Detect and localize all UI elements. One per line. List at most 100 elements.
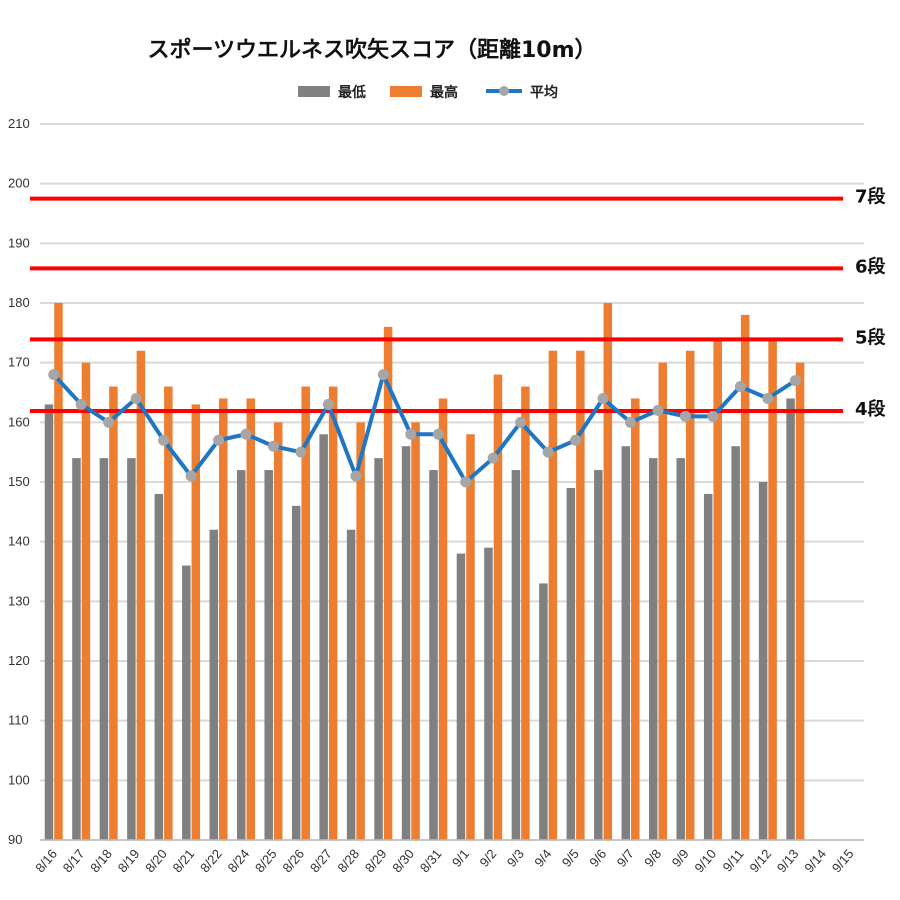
- x-tick-label: 9/8: [641, 846, 664, 869]
- rank-label: 7段: [855, 186, 887, 208]
- x-tick-label: 8/22: [197, 846, 225, 875]
- bar-min: [539, 583, 548, 840]
- bar-min: [99, 458, 109, 840]
- bar-min: [44, 404, 54, 840]
- bar-min: [264, 470, 273, 840]
- average-marker: [75, 398, 87, 410]
- bar-max: [795, 362, 805, 840]
- bar-min: [319, 434, 328, 840]
- y-tick-label: 120: [8, 653, 30, 668]
- bar-max: [493, 374, 503, 840]
- bar-min: [401, 446, 411, 840]
- x-tick-label: 9/11: [720, 846, 747, 874]
- bar-min: [594, 470, 603, 840]
- bar-min: [566, 487, 576, 840]
- x-tick-label: 8/25: [252, 846, 280, 875]
- bar-min: [72, 458, 81, 840]
- average-marker: [542, 446, 554, 458]
- x-tick-label: 8/27: [307, 846, 335, 875]
- x-tick-label: 9/1: [449, 846, 472, 869]
- rank-label: 4段: [855, 398, 887, 420]
- bar-max: [109, 386, 118, 840]
- bar-max: [713, 338, 722, 840]
- legend-label-max: 最高: [430, 84, 458, 101]
- average-marker: [322, 398, 334, 410]
- bar-min: [182, 565, 191, 840]
- chart-title: スポーツウエルネス吹矢スコア（距離10m）: [147, 37, 596, 63]
- bar-max: [466, 434, 475, 840]
- bar-max: [438, 398, 448, 840]
- bar-max: [81, 362, 91, 840]
- average-marker: [679, 410, 691, 422]
- y-tick-label: 200: [8, 176, 30, 191]
- y-tick-label: 170: [8, 355, 30, 370]
- bar-min: [786, 398, 795, 840]
- y-tick-label: 140: [8, 534, 30, 549]
- x-tick-label: 9/10: [691, 846, 719, 875]
- y-tick-label: 160: [8, 414, 30, 429]
- average-series: [48, 369, 801, 488]
- bar-min: [209, 529, 219, 840]
- x-tick-label: 8/26: [279, 846, 307, 875]
- x-tick-label: 8/30: [389, 846, 417, 875]
- y-tick-label: 150: [8, 474, 30, 489]
- x-tick-label: 9/15: [829, 846, 857, 875]
- bar-max: [685, 350, 695, 840]
- legend-label-min: 最低: [338, 84, 366, 101]
- average-marker: [762, 392, 774, 404]
- bar-max: [301, 386, 310, 840]
- bar-min: [291, 505, 301, 840]
- bar-min: [649, 458, 658, 840]
- x-tick-label: 8/19: [115, 846, 143, 875]
- average-marker: [185, 470, 197, 482]
- bar-max: [219, 398, 228, 840]
- y-tick-label: 210: [8, 116, 30, 131]
- x-tick-label: 9/3: [504, 846, 527, 869]
- bar-min: [484, 547, 493, 840]
- bar-max: [548, 350, 558, 840]
- x-tick-label: 8/18: [87, 846, 115, 875]
- average-marker: [625, 416, 637, 428]
- bar-max: [658, 362, 667, 840]
- y-tick-label: 180: [8, 295, 30, 310]
- bar-max: [246, 398, 255, 840]
- bar-min: [374, 458, 383, 840]
- y-tick-label: 190: [8, 235, 30, 250]
- average-marker: [597, 392, 609, 404]
- bars: [44, 303, 805, 840]
- bar-max: [521, 386, 530, 840]
- bar-max: [631, 398, 640, 840]
- bar-max: [273, 422, 283, 840]
- bar-min: [346, 529, 356, 840]
- average-marker: [570, 434, 582, 446]
- x-tick-label: 8/31: [417, 846, 445, 875]
- average-marker: [213, 434, 225, 446]
- average-marker: [789, 375, 801, 387]
- bar-max: [740, 314, 750, 840]
- average-marker: [734, 381, 746, 393]
- x-tick-label: 8/20: [142, 846, 170, 875]
- average-marker: [158, 434, 170, 446]
- average-marker: [295, 446, 307, 458]
- average-line: [52, 372, 797, 484]
- x-tick-label: 8/21: [170, 846, 198, 875]
- x-tick-label: 8/17: [60, 846, 88, 875]
- average-marker: [130, 392, 142, 404]
- bar-min: [237, 470, 246, 840]
- average-marker: [48, 369, 60, 381]
- y-tick-label: 90: [8, 832, 22, 847]
- legend-swatch-min: [298, 86, 330, 97]
- average-marker: [405, 428, 417, 440]
- average-marker: [377, 369, 389, 381]
- x-tick-label: 9/6: [586, 846, 609, 869]
- x-tick-label: 9/2: [476, 846, 499, 869]
- bar-max: [164, 386, 173, 840]
- x-tick-label: 9/9: [669, 846, 692, 869]
- average-marker: [432, 428, 444, 440]
- x-tick-label: 9/14: [801, 846, 829, 875]
- bar-max: [603, 303, 613, 840]
- average-marker: [707, 410, 719, 422]
- average-marker: [350, 470, 362, 482]
- bar-max: [356, 422, 365, 840]
- x-tick-label: 9/4: [531, 846, 554, 869]
